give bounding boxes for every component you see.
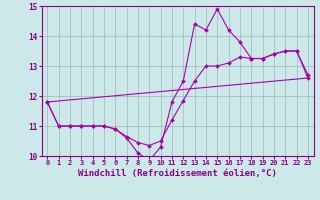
X-axis label: Windchill (Refroidissement éolien,°C): Windchill (Refroidissement éolien,°C) [78,169,277,178]
